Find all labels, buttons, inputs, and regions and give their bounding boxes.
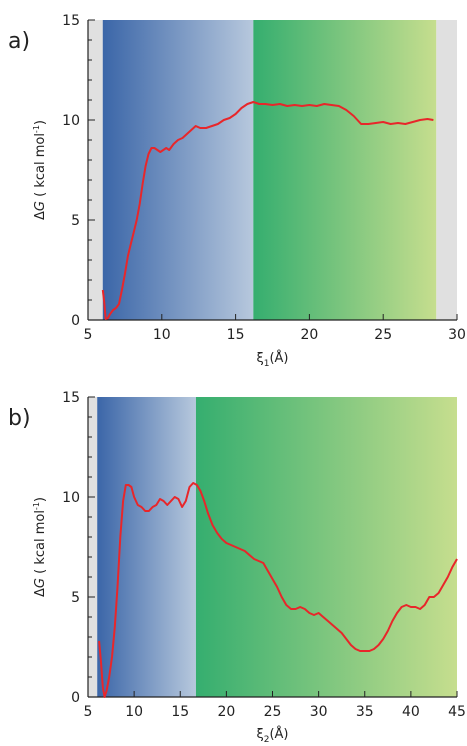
x-tick-label: 5 — [84, 704, 93, 720]
y-axis-label: ΔG ( kcal mol-1) — [32, 120, 48, 220]
x-tick-label: 25 — [264, 704, 282, 720]
x-tick-label: 45 — [448, 704, 466, 720]
y-tick-label: 10 — [62, 113, 80, 129]
x-tick-label: 20 — [300, 327, 318, 343]
y-tick-label: 10 — [62, 490, 80, 506]
region-band-1 — [102, 20, 254, 320]
data-line — [98, 482, 458, 698]
x-tick-label: 5 — [84, 327, 93, 343]
data-line — [101, 101, 434, 320]
y-tick-label: 0 — [71, 313, 80, 329]
region-band-0 — [88, 397, 98, 697]
x-tick-label: 40 — [402, 704, 420, 720]
panel-label: a) — [8, 29, 30, 54]
y-tick-label: 5 — [71, 213, 80, 229]
y-axis-label: ΔG ( kcal mol-1) — [32, 497, 48, 597]
x-tick-label: 30 — [310, 704, 328, 720]
x-tick-label: 10 — [153, 327, 171, 343]
y-tick-label: 15 — [62, 13, 80, 29]
region-band-0 — [88, 20, 103, 320]
region-band-2 — [253, 20, 437, 320]
y-tick-label: 0 — [71, 690, 80, 706]
region-band-2 — [195, 397, 457, 697]
y-tick-label: 5 — [71, 590, 80, 606]
x-axis-label: ξ1(Å) — [256, 350, 288, 369]
y-tick-label: 15 — [62, 390, 80, 406]
x-tick-label: 10 — [125, 704, 143, 720]
x-axis-label: ξ2(Å) — [256, 726, 288, 745]
x-tick-label: 25 — [374, 327, 392, 343]
x-tick-label: 30 — [448, 327, 466, 343]
x-tick-label: 20 — [217, 704, 235, 720]
x-tick-label: 35 — [356, 704, 374, 720]
x-tick-label: 15 — [227, 327, 245, 343]
panel-label: b) — [8, 406, 31, 431]
x-tick-label: 15 — [171, 704, 189, 720]
region-band-3 — [436, 20, 457, 320]
